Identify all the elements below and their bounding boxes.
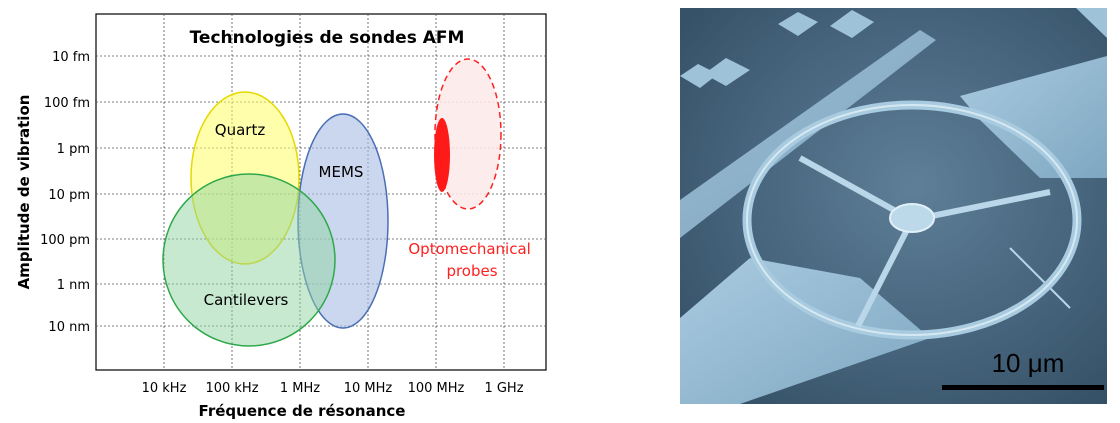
spoke-3 <box>855 218 915 328</box>
top-right-pad <box>1076 8 1107 38</box>
pad-square-2 <box>704 58 750 86</box>
mems-label: MEMS <box>319 163 364 181</box>
scale-bar-label: 10 μm <box>992 348 1065 378</box>
x-tick-label: 1 GHz <box>484 381 523 396</box>
pad-square-3 <box>778 12 818 36</box>
optomechanical-label: Optomechanical probes <box>408 240 535 280</box>
x-tick-labels: 10 kHz 100 kHz 1 MHz 10 MHz 100 MHz 1 GHz <box>142 381 524 396</box>
x-tick-label: 1 MHz <box>280 381 320 396</box>
x-tick-label: 100 MHz <box>408 381 465 396</box>
afm-technology-chart: Quartz MEMS Cantilevers Optomechanical p… <box>15 13 547 420</box>
chart-title: Technologies de sondes AFM <box>190 28 465 48</box>
ring-highlight <box>746 104 1078 336</box>
x-tick-label: 10 MHz <box>344 381 393 396</box>
y-tick-label: 10 nm <box>48 320 90 335</box>
x-axis-title: Fréquence de résonance <box>199 402 406 420</box>
spoke-2 <box>911 189 1051 223</box>
optomechanical-highlight <box>434 118 450 192</box>
x-tick-label: 10 kHz <box>142 381 187 396</box>
y-tick-label: 1 nm <box>57 278 90 293</box>
pad-square-4 <box>830 10 874 38</box>
sem-image: 10 μm <box>680 8 1107 404</box>
sem-image-microring-probe: 10 μm <box>680 8 1107 404</box>
y-tick-labels: 10 fm 100 fm 1 pm 10 pm 100 pm 1 nm 10 nm <box>40 50 90 335</box>
chart-svg: Quartz MEMS Cantilevers Optomechanical p… <box>15 13 547 420</box>
cantilevers-region <box>162 173 336 347</box>
x-tick-label: 100 kHz <box>205 381 258 396</box>
y-tick-label: 10 pm <box>48 188 90 203</box>
quartz-label: Quartz <box>215 121 266 139</box>
cantilevers-label: Cantilevers <box>204 291 289 309</box>
y-tick-label: 100 fm <box>44 96 90 111</box>
y-tick-label: 100 pm <box>40 233 90 248</box>
bottom-electrode <box>680 258 930 404</box>
pad-square-1 <box>680 64 718 88</box>
right-electrode <box>960 56 1107 178</box>
optomechanical-region <box>434 58 502 210</box>
optomechanical-label-line-1: Optomechanical <box>408 240 530 258</box>
y-tick-label: 10 fm <box>52 50 90 65</box>
ring-hub <box>889 203 935 233</box>
probe-tip <box>1009 247 1071 309</box>
scale-bar <box>942 385 1104 390</box>
optomechanical-label-line-2: probes <box>446 262 497 280</box>
y-axis-title: Amplitude de vibration <box>15 95 33 290</box>
y-tick-label: 1 pm <box>57 142 90 157</box>
